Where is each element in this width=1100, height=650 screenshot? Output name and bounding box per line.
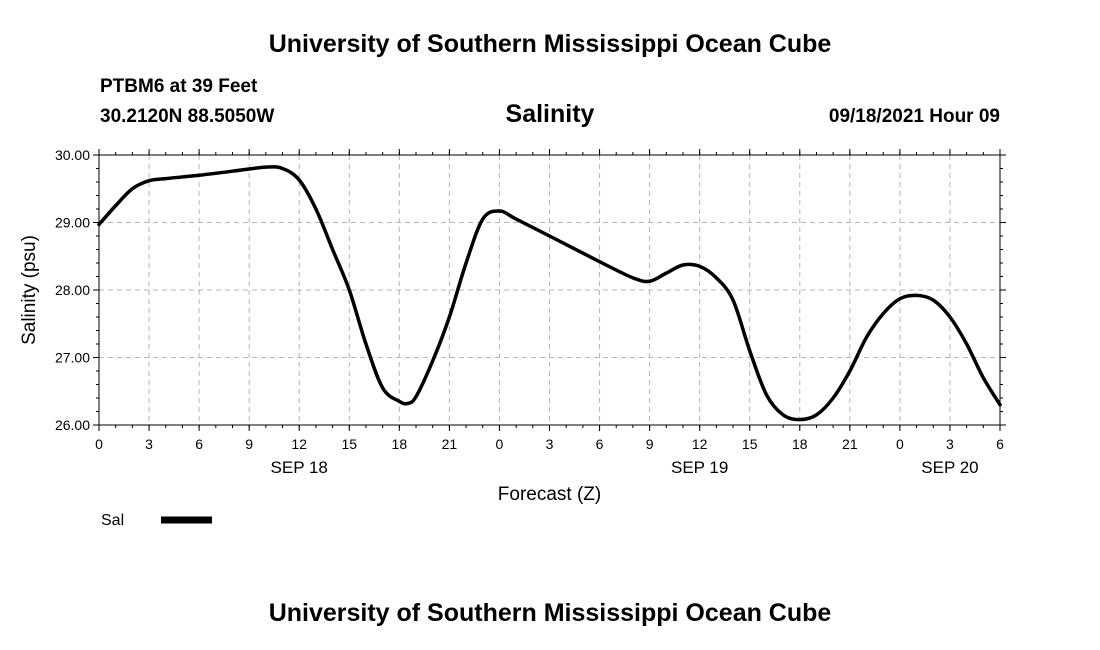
x-tick-label: 0 xyxy=(95,436,103,452)
date-label: SEP 20 xyxy=(921,458,978,477)
x-tick-label: 15 xyxy=(742,436,758,452)
x-tick-label: 9 xyxy=(646,436,654,452)
legend-label: Sal xyxy=(101,512,124,529)
x-tick-label: 18 xyxy=(392,436,408,452)
x-axis-label: Forecast (Z) xyxy=(498,484,601,505)
series-line-sal xyxy=(97,165,1002,422)
station-coordinates: 30.2120N 88.5050W xyxy=(100,106,275,127)
y-tick-label: 27.00 xyxy=(55,350,90,366)
page-title: University of Southern Mississippi Ocean… xyxy=(268,30,832,58)
x-tick-label: 21 xyxy=(842,436,858,452)
x-tick-label: 0 xyxy=(496,436,504,452)
x-tick-label: 12 xyxy=(291,436,307,452)
footer-title: University of Southern Mississippi Ocean… xyxy=(268,599,832,627)
x-tick-label: 12 xyxy=(692,436,708,452)
date-label: SEP 18 xyxy=(271,458,328,477)
x-tick-label: 6 xyxy=(195,436,203,452)
y-tick-label: 28.00 xyxy=(55,282,90,298)
x-tick-label: 18 xyxy=(792,436,808,452)
date-label: SEP 19 xyxy=(671,458,728,477)
x-tick-label: 6 xyxy=(596,436,604,452)
x-tick-label: 21 xyxy=(442,436,458,452)
y-axis-label: Salinity (psu) xyxy=(19,235,40,345)
x-tick-label: 15 xyxy=(341,436,357,452)
x-tick-label: 3 xyxy=(145,436,153,452)
y-tick-label: 29.00 xyxy=(55,215,90,231)
chart-title: Salinity xyxy=(505,100,595,128)
station-label: PTBM6 at 39 Feet xyxy=(100,76,258,97)
y-tick-label: 26.00 xyxy=(55,417,90,433)
x-tick-label: 0 xyxy=(896,436,904,452)
x-tick-label: 3 xyxy=(546,436,554,452)
valid-time: 09/18/2021 Hour 09 xyxy=(828,106,1000,127)
y-tick-label: 30.00 xyxy=(55,147,90,163)
x-tick-label: 6 xyxy=(996,436,1004,452)
x-tick-label: 3 xyxy=(946,436,954,452)
x-tick-label: 9 xyxy=(245,436,253,452)
